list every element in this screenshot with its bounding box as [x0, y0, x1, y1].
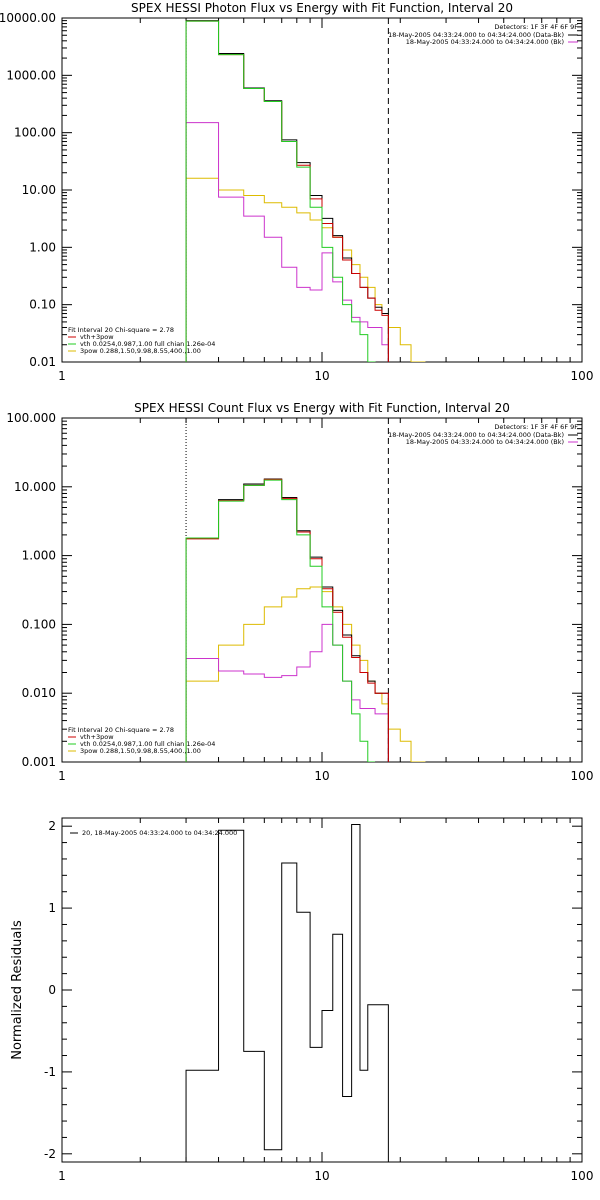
- x-tick-label: 100: [571, 369, 594, 383]
- y-tick-label: 0.010: [22, 686, 56, 700]
- x-tick-label: 10: [314, 369, 329, 383]
- series-bk: [185, 623, 389, 762]
- y-tick-label: 0: [48, 983, 56, 997]
- x-tick-label: 10: [314, 1169, 329, 1183]
- legend-entry-label: 18-May-2005 04:33:24.000 to 04:34:24.000…: [388, 31, 564, 39]
- y-axis-label: Normalized Residuals: [10, 920, 25, 1060]
- legend-entry-label: 18-May-2005 04:33:24.000 to 04:34:24.000…: [406, 438, 564, 446]
- series-data-bk: [185, 20, 389, 362]
- y-tick-label: -1: [44, 1065, 56, 1079]
- series-data-bk: [185, 478, 389, 762]
- y-tick-label: 0.100: [22, 617, 56, 631]
- legend-fit-header: Fit Interval 20 Chi-square = 2.78: [68, 726, 174, 734]
- y-tick-label: 10.000: [14, 480, 56, 494]
- chart-title: SPEX HESSI Count Flux vs Energy with Fit…: [134, 401, 510, 415]
- legend-fit-header: Fit Interval 20 Chi-square = 2.78: [68, 326, 174, 334]
- series-bk: [185, 122, 389, 362]
- legend-entry-label: 18-May-2005 04:33:24.000 to 04:34:24.000…: [388, 431, 564, 439]
- x-tick-label: 1: [58, 1169, 66, 1183]
- y-tick-label: 100.000: [6, 411, 56, 425]
- y-tick-label: 2: [48, 819, 56, 833]
- y-tick-label: 0.10: [29, 298, 56, 312]
- plot-area: [185, 18, 426, 362]
- y-tick-label: 0.01: [29, 355, 56, 369]
- count-flux-panel: SPEX HESSI Count Flux vs Energy with Fit…: [6, 401, 593, 783]
- y-tick-label: 1.000: [22, 549, 56, 563]
- x-tick-label: 1: [58, 369, 66, 383]
- series-20-18-may-2005-04-33-24-000-to-04-34-24-000: [185, 824, 389, 1162]
- y-tick-label: 10.00: [22, 183, 56, 197]
- x-tick-label: 10: [314, 769, 329, 783]
- y-tick-label: 0.001: [22, 755, 56, 769]
- chart-title: SPEX HESSI Photon Flux vs Energy with Fi…: [131, 1, 513, 15]
- series-vth-3pow: [185, 478, 389, 762]
- legend-entry-label: vth 0.0254,0.987,1.00 full chian 1.26e-0…: [80, 340, 215, 348]
- y-tick-label: 1: [48, 901, 56, 915]
- plot-area: [185, 824, 389, 1162]
- series-3pow: [185, 586, 426, 762]
- legend-entry-label: 3pow 0.288,1.50,9.98,8.55,400.,1.00: [80, 747, 201, 755]
- legend-entry-label: vth+3pow: [80, 733, 114, 741]
- legend-entry-label: vth+3pow: [80, 333, 114, 341]
- series-3pow: [185, 177, 426, 362]
- series-vth-3pow: [185, 20, 389, 362]
- legend-entry-label: 18-May-2005 04:33:24.000 to 04:34:24.000…: [406, 38, 564, 46]
- plot-frame: [61, 17, 583, 363]
- x-tick-label: 100: [571, 769, 594, 783]
- plot-area: [185, 418, 426, 762]
- legend-entry-label: vth 0.0254,0.987,1.00 full chian 1.26e-0…: [80, 740, 215, 748]
- x-tick-label: 1: [58, 769, 66, 783]
- y-tick-label: -2: [44, 1147, 56, 1161]
- y-tick-label: 1000.00: [6, 68, 56, 82]
- series-vth: [185, 20, 389, 362]
- legend-detectors: Detectors: 1F 3F 4F 6F 9F: [494, 423, 578, 431]
- y-tick-label: 100.00: [14, 126, 56, 140]
- y-tick-label: 1.00: [29, 240, 56, 254]
- y-tick-label: 10000.00: [0, 11, 56, 25]
- legend-entry-label: 3pow 0.288,1.50,9.98,8.55,400.,1.00: [80, 347, 201, 355]
- plot-frame: [61, 817, 583, 1163]
- legend-entry-label: 20, 18-May-2005 04:33:24.000 to 04:34:24…: [82, 829, 237, 837]
- legend-detectors: Detectors: 1F 3F 4F 6F 9F: [494, 23, 578, 31]
- photon-flux-panel: SPEX HESSI Photon Flux vs Energy with Fi…: [0, 1, 593, 383]
- series-vth: [185, 479, 376, 762]
- x-tick-label: 100: [571, 1169, 594, 1183]
